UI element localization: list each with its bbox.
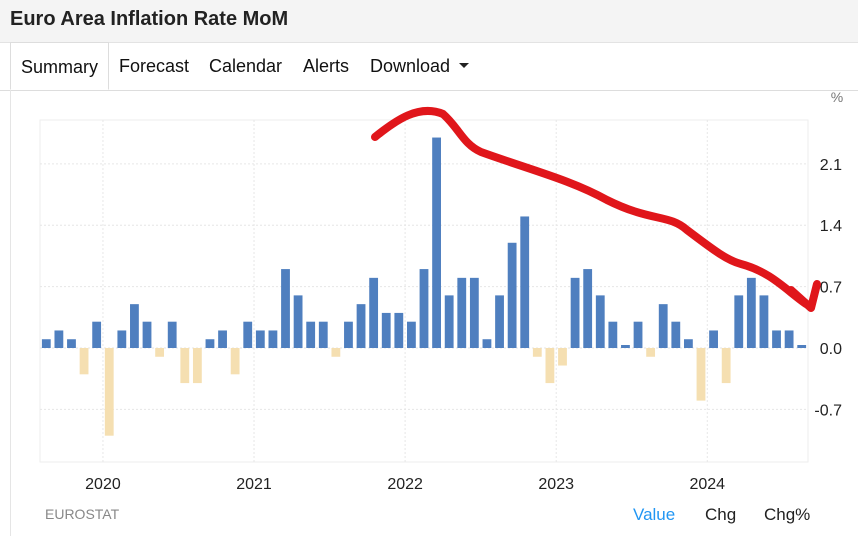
y-tick-label: 0.7	[820, 280, 842, 297]
tab-alerts[interactable]: Alerts	[303, 56, 350, 76]
bar	[746, 277, 756, 348]
y-tick-label: 0.0	[820, 341, 842, 358]
bar	[457, 277, 467, 348]
bar	[532, 348, 542, 357]
x-tick-label: 2022	[387, 476, 423, 493]
bar	[595, 295, 605, 348]
y-tick-label: -0.7	[814, 402, 842, 419]
bar	[671, 321, 681, 348]
footer-tab-chg[interactable]: Chg	[705, 505, 737, 524]
tab-forecast[interactable]: Forecast	[119, 56, 190, 76]
inflation-chart: 2020 2021 2022 2023 2024 -0.7 0.0 0.7 1.4 2.1%	[39, 90, 843, 493]
x-tick-label: 2020	[85, 476, 121, 493]
bar	[482, 339, 492, 348]
bar	[205, 339, 215, 348]
bar	[432, 137, 441, 348]
x-tick-label: 2023	[538, 476, 574, 493]
tab-summary[interactable]: Summary	[10, 42, 110, 90]
bar	[444, 295, 454, 348]
bar	[784, 330, 794, 348]
bar	[583, 269, 593, 348]
bar	[218, 330, 227, 348]
bar	[331, 348, 341, 357]
tab-download[interactable]: Download	[370, 56, 470, 77]
bar	[344, 321, 353, 348]
bar	[797, 345, 807, 348]
bar	[419, 269, 429, 348]
bar	[734, 295, 744, 348]
caret-down-icon	[459, 62, 470, 68]
bar	[683, 339, 693, 348]
bar	[155, 348, 165, 357]
bar	[41, 339, 51, 348]
bar	[759, 295, 769, 348]
bar	[545, 348, 555, 384]
bar	[621, 345, 630, 348]
bar	[369, 277, 379, 348]
bar	[381, 312, 391, 348]
bar	[318, 321, 328, 348]
bar	[255, 330, 265, 348]
x-tick-label: 2021	[236, 476, 272, 493]
bar	[721, 348, 731, 384]
bar	[558, 348, 567, 366]
tab-calendar[interactable]: Calendar	[209, 56, 283, 76]
bar	[696, 348, 706, 401]
chart-panel: 2020 2021 2022 2023 2024 -0.7 0.0 0.7 1.4 2.1%	[10, 90, 857, 536]
bar	[268, 330, 278, 348]
y-tick-label: 1.4	[820, 218, 842, 235]
x-tick-label: 2024	[689, 476, 725, 493]
bar	[167, 321, 177, 348]
bar	[356, 304, 366, 348]
bar	[293, 295, 303, 348]
bar	[646, 348, 656, 357]
bar	[92, 321, 102, 348]
bar	[772, 330, 781, 348]
source-label: EUROSTAT	[45, 506, 120, 522]
bar	[180, 348, 190, 384]
bar	[520, 216, 530, 348]
bar	[54, 330, 64, 348]
unit-label: %	[831, 90, 843, 105]
bar	[142, 321, 152, 348]
bar	[709, 330, 718, 348]
bar	[407, 321, 416, 348]
title-bar: Euro Area Inflation Rate MoM	[0, 0, 858, 43]
bar	[104, 348, 114, 436]
tab-download-label: Download	[370, 56, 451, 76]
red-trend-arrow	[371, 106, 810, 308]
bar	[117, 330, 127, 348]
bar	[192, 348, 202, 384]
bar	[230, 348, 240, 375]
bar	[281, 269, 290, 348]
bar	[67, 339, 76, 348]
bar	[394, 312, 404, 348]
bar	[243, 321, 253, 348]
footer-tab-chg-pct[interactable]: Chg%	[764, 505, 811, 524]
bar	[507, 242, 517, 348]
bar	[608, 321, 618, 348]
y-tick-label: 2.1	[820, 157, 842, 174]
footer-tab-value[interactable]: Value	[633, 505, 676, 524]
tab-bar: Summary Forecast Calendar Alerts Downloa…	[0, 42, 858, 91]
plot-area	[39, 119, 809, 463]
bar	[658, 304, 668, 348]
bar	[469, 277, 479, 348]
bar	[633, 321, 643, 348]
page-title: Euro Area Inflation Rate MoM	[10, 8, 289, 30]
bar	[130, 304, 139, 348]
red-arrow-head	[787, 280, 821, 312]
bar	[306, 321, 316, 348]
bar	[495, 295, 504, 348]
bar	[570, 277, 580, 348]
bar	[79, 348, 89, 375]
